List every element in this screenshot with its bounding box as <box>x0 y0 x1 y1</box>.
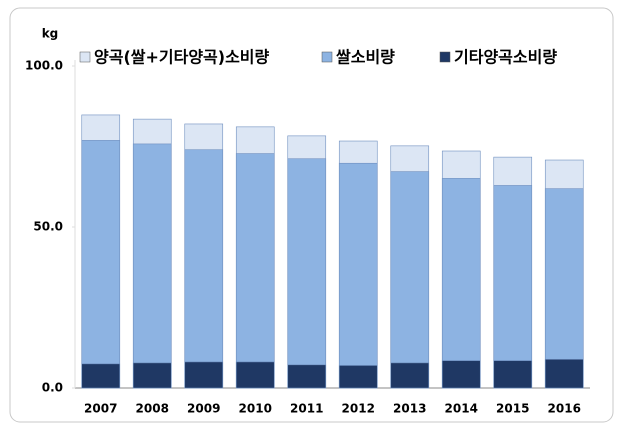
bar <box>390 171 430 389</box>
x-tick-label: 2012 <box>342 402 375 416</box>
bar <box>338 365 378 389</box>
legend-label: 양곡(쌀+기타양곡)소비량 <box>94 48 270 67</box>
legend-label: 쌀소비량 <box>336 48 395 67</box>
bar <box>184 361 224 389</box>
y-tick-label: 100.0 <box>25 59 63 73</box>
y-unit: kg <box>42 27 59 41</box>
bar <box>132 143 172 389</box>
bar <box>235 361 275 389</box>
bar <box>287 158 327 389</box>
bar <box>544 359 584 389</box>
bar <box>184 149 224 389</box>
y-tick-label: 0.0 <box>42 381 63 395</box>
x-tick-label: 2007 <box>84 402 117 416</box>
legend-swatch <box>321 51 333 63</box>
x-tick-label: 2011 <box>290 402 323 416</box>
legend-swatch <box>439 51 451 63</box>
bar <box>390 362 430 389</box>
legend-label: 기타양곡소비량 <box>454 48 557 67</box>
x-tick-label: 2013 <box>393 402 426 416</box>
x-tick-label: 2016 <box>548 402 581 416</box>
x-tick-label: 2010 <box>239 402 272 416</box>
bar <box>493 360 533 389</box>
legend-swatch <box>79 51 91 63</box>
bar <box>132 362 172 389</box>
y-tick-label: 50.0 <box>33 220 63 234</box>
bar <box>338 162 378 389</box>
x-tick-label: 2014 <box>445 402 478 416</box>
bar <box>493 185 533 389</box>
bar <box>235 153 275 389</box>
bar <box>81 363 121 389</box>
bar <box>544 188 584 389</box>
bar <box>81 140 121 389</box>
bar <box>441 178 481 389</box>
x-tick-label: 2015 <box>496 402 529 416</box>
bar <box>441 360 481 389</box>
x-tick-label: 2008 <box>136 402 169 416</box>
x-tick-label: 2009 <box>187 402 220 416</box>
bar <box>287 364 327 389</box>
